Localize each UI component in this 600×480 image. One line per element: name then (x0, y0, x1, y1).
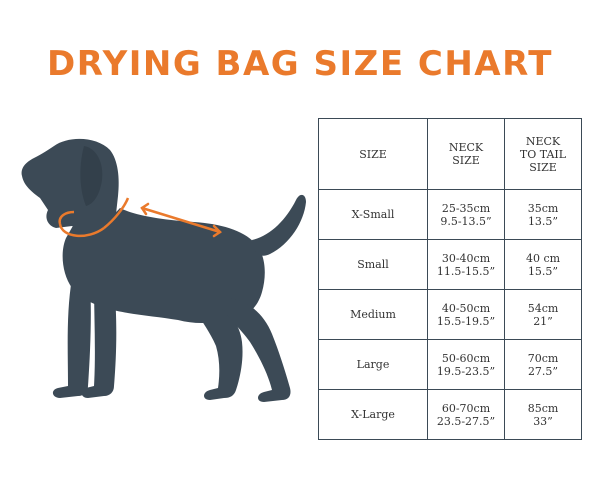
header-size: SIZE (318, 118, 428, 190)
table-row: Medium 40-50cm 15.5-19.5” 54cm 21” (318, 289, 582, 340)
table-row: Small 30-40cm 11.5-15.5” 40 cm 15.5” (318, 239, 582, 290)
size-cell: X-Small (318, 189, 428, 240)
length-cell: 35cm 13.5” (504, 189, 582, 240)
neck-to-tail-arrow-icon (140, 202, 222, 238)
header-neck-size: NECK SIZE (427, 118, 505, 190)
neck-cell: 60-70cm 23.5-27.5” (427, 389, 505, 440)
neck-circle-icon (58, 197, 130, 237)
length-cell: 54cm 21” (504, 289, 582, 340)
dog-silhouette-icon (21, 138, 306, 402)
header-neck-to-tail-size: NECK TO TAIL SIZE (504, 118, 582, 190)
size-cell: X-Large (318, 389, 428, 440)
neck-cell: 40-50cm 15.5-19.5” (427, 289, 505, 340)
size-cell: Small (318, 239, 428, 290)
size-cell: Medium (318, 289, 428, 340)
size-chart-table: SIZE NECK SIZE NECK TO TAIL SIZE X-Small 25… (318, 118, 582, 440)
length-cell: 85cm 33” (504, 389, 582, 440)
neck-cell: 25-35cm 9.5-13.5” (427, 189, 505, 240)
page-title: DRYING BAG SIZE CHART (47, 44, 553, 84)
table-header-row: SIZE NECK SIZE NECK TO TAIL SIZE (318, 118, 582, 190)
size-cell: Large (318, 339, 428, 390)
table-row: X-Small 25-35cm 9.5-13.5” 35cm 13.5” (318, 189, 582, 240)
neck-cell: 30-40cm 11.5-15.5” (427, 239, 505, 290)
neck-cell: 50-60cm 19.5-23.5” (427, 339, 505, 390)
length-cell: 40 cm 15.5” (504, 239, 582, 290)
table-row: Large 50-60cm 19.5-23.5” 70cm 27.5” (318, 339, 582, 390)
length-cell: 70cm 27.5” (504, 339, 582, 390)
table-row: X-Large 60-70cm 23.5-27.5” 85cm 33” (318, 389, 582, 440)
